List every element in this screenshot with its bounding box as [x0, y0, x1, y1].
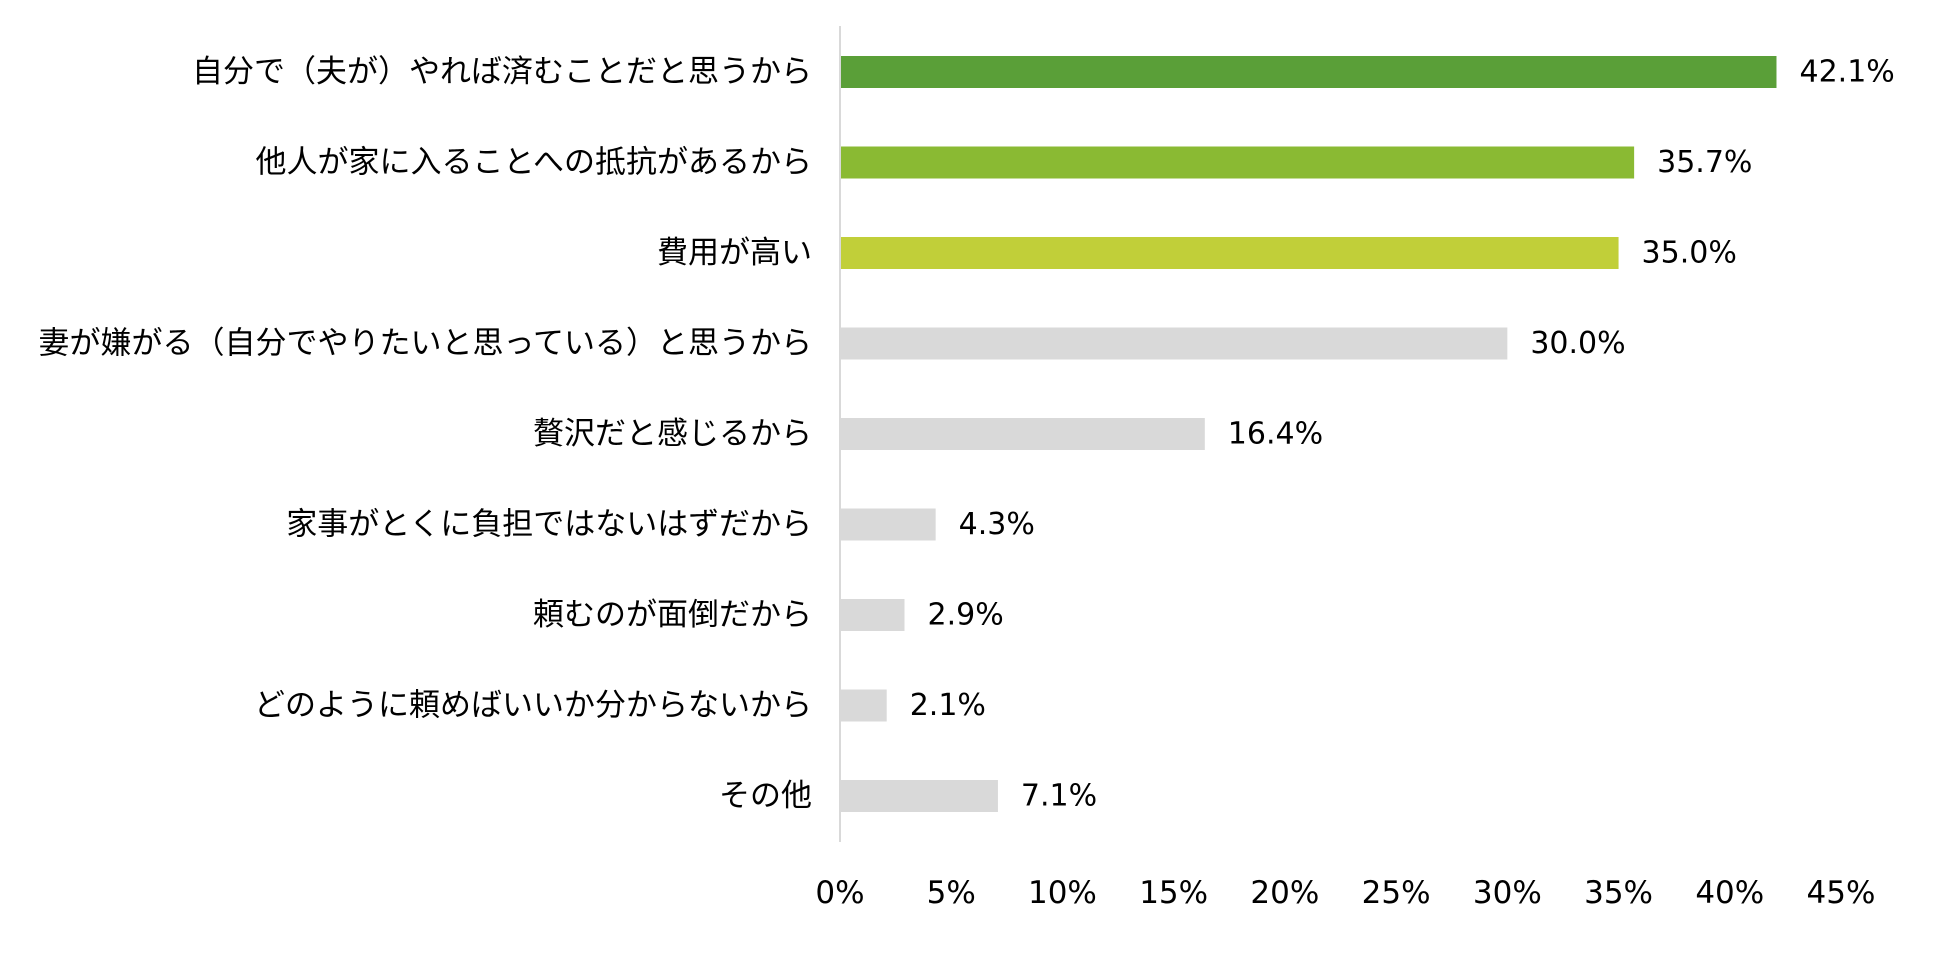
bar — [840, 418, 1205, 450]
category-label: 費用が高い — [657, 235, 812, 271]
category-label: 他人が家に入ることへの抵抗があるから — [256, 145, 812, 181]
data-label: 7.1% — [1021, 779, 1097, 814]
category-label: 家事がとくに負担ではないはずだから — [286, 507, 812, 543]
category-labels: 自分で（夫が）やれば済むことだと思うから他人が家に入ることへの抵抗があるから費用… — [39, 54, 812, 814]
data-label: 2.9% — [928, 598, 1004, 633]
data-label: 16.4% — [1228, 417, 1323, 452]
x-tick-label: 35% — [1584, 875, 1653, 911]
bar — [840, 508, 936, 541]
x-tick-label: 40% — [1695, 875, 1764, 911]
data-label: 30.0% — [1530, 326, 1625, 361]
category-label: 贅沢だと感じるから — [533, 416, 812, 452]
data-label: 2.1% — [910, 688, 986, 723]
x-tick-label: 45% — [1807, 875, 1876, 911]
bar — [840, 599, 905, 631]
x-tick-label: 10% — [1028, 875, 1097, 911]
bars-layer — [840, 56, 1777, 812]
bar — [840, 146, 1635, 179]
x-tick-label: 0% — [815, 875, 864, 911]
x-tick-label: 5% — [927, 875, 976, 911]
bar — [840, 56, 1777, 88]
value-labels: 42.1% 35.7% 35.0% 30.0% 16.4% 4.3% 2.9% 2.1% 7.1… — [910, 55, 1895, 814]
x-tick-label: 15% — [1139, 875, 1208, 911]
bar — [840, 237, 1619, 269]
bar — [840, 780, 998, 812]
data-label: 4.3% — [959, 507, 1035, 542]
data-label: 35.0% — [1642, 236, 1737, 271]
x-tick-label: 20% — [1250, 875, 1319, 911]
category-label: その他 — [719, 778, 812, 814]
category-label: 頼むのが面倒だから — [533, 597, 812, 633]
data-label: 35.7% — [1657, 145, 1752, 180]
category-label: 自分で（夫が）やれば済むことだと思うから — [192, 54, 812, 90]
category-label: どのように頼めばいいか分からないから — [254, 688, 812, 724]
bar — [840, 327, 1508, 360]
x-axis-tick-labels: 0% 5% 10% 15% 20% 25% 30% 35% 40% 45% — [815, 875, 1875, 911]
x-tick-label: 25% — [1362, 875, 1431, 911]
data-label: 42.1% — [1799, 55, 1894, 90]
category-label: 妻が嫌がる（自分でやりたいと思っている）と思うから — [39, 326, 812, 362]
bar — [840, 689, 887, 722]
x-tick-label: 30% — [1473, 875, 1542, 911]
